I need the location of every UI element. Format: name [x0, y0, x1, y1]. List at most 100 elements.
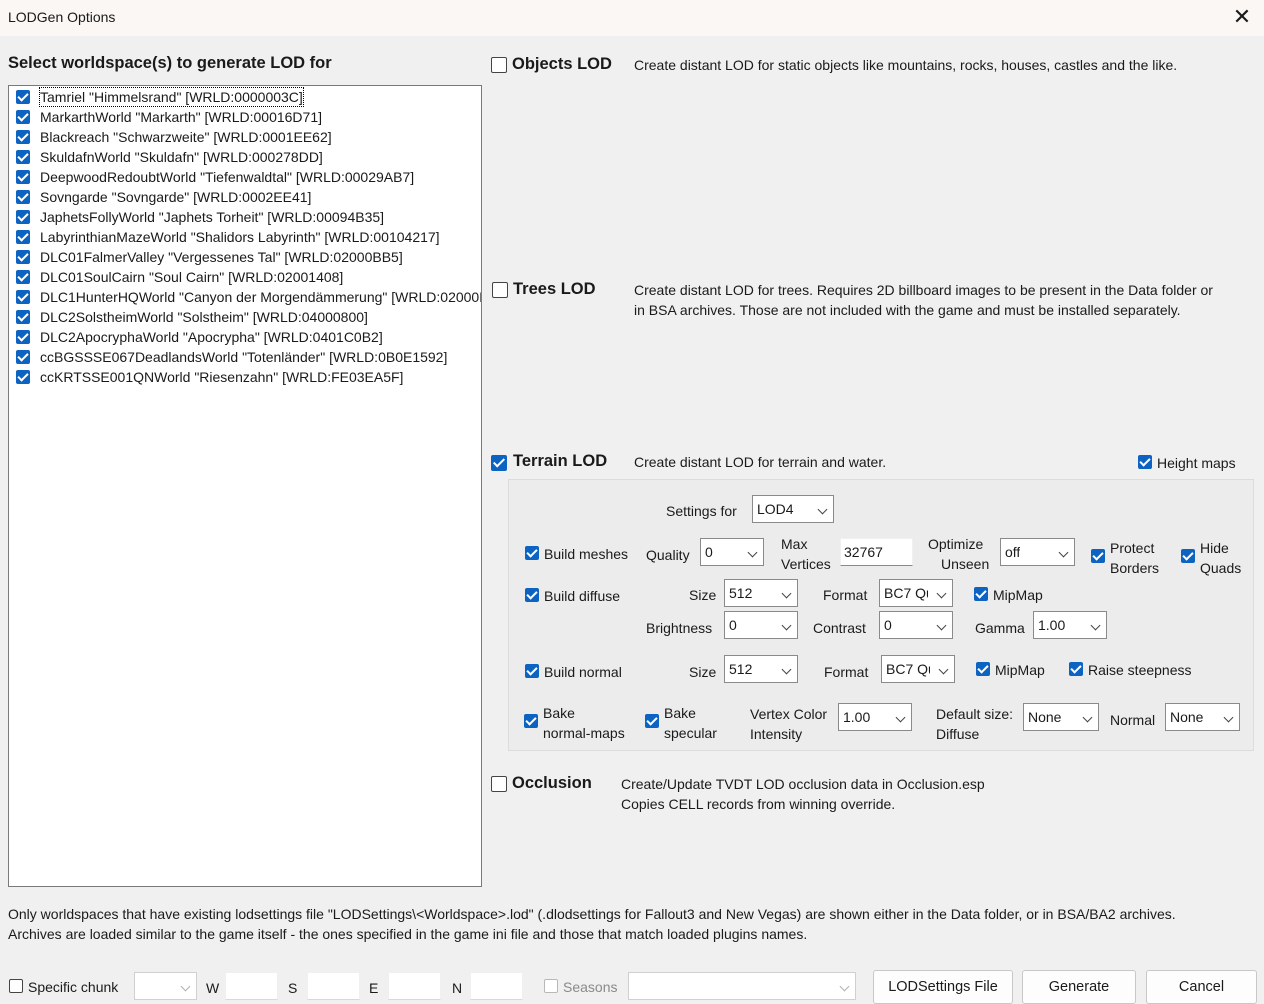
- worldspace-item[interactable]: ccKRTSSE001QNWorld "Riesenzahn" [WRLD:FE…: [9, 367, 481, 387]
- worldspace-checkbox[interactable]: [16, 190, 30, 204]
- worldspace-checkbox[interactable]: [16, 250, 30, 264]
- worldspace-checkbox[interactable]: [16, 90, 30, 104]
- build-meshes-checkbox[interactable]: [525, 546, 539, 560]
- bake-specular-label-1[interactable]: Bake: [664, 705, 696, 721]
- occlusion-checkbox[interactable]: [491, 776, 507, 792]
- normal-format-select[interactable]: BC7 Quality: [881, 655, 955, 683]
- default-size-diffuse-select[interactable]: None: [1023, 703, 1099, 731]
- worldspace-checkbox[interactable]: [16, 170, 30, 184]
- diffuse-format-select[interactable]: BC7 Quality: [879, 579, 953, 607]
- worldspace-checkbox[interactable]: [16, 110, 30, 124]
- w-label: W: [206, 980, 220, 996]
- optimize-unseen-select[interactable]: off: [1000, 538, 1075, 566]
- chunk-size-select[interactable]: [134, 972, 197, 1000]
- worldspace-item[interactable]: LabyrinthianMazeWorld "Shalidors Labyrin…: [9, 227, 481, 247]
- bake-specular-label-2[interactable]: specular: [664, 725, 717, 741]
- normal-mipmap-label[interactable]: MipMap: [995, 662, 1045, 678]
- worldspace-checkbox[interactable]: [16, 350, 30, 364]
- cancel-button[interactable]: Cancel: [1146, 970, 1257, 1004]
- worldspace-item[interactable]: SkuldafnWorld "Skuldafn" [WRLD:000278DD]: [9, 147, 481, 167]
- bake-normal-maps-label-2[interactable]: normal-maps: [543, 725, 625, 741]
- worldspace-item[interactable]: Blackreach "Schwarzweite" [WRLD:0001EE62…: [9, 127, 481, 147]
- worldspace-item[interactable]: DLC01SoulCairn "Soul Cairn" [WRLD:020014…: [9, 267, 481, 287]
- worldspace-checkbox[interactable]: [16, 210, 30, 224]
- bake-normal-maps-checkbox[interactable]: [524, 714, 538, 728]
- brightness-select[interactable]: 0: [724, 611, 798, 639]
- contrast-select[interactable]: 0: [879, 611, 953, 639]
- worldspace-checkbox[interactable]: [16, 330, 30, 344]
- default-size-normal-value: None: [1170, 709, 1204, 725]
- w-input[interactable]: [225, 972, 278, 1000]
- bake-normal-maps-label-1[interactable]: Bake: [543, 705, 575, 721]
- seasons-checkbox[interactable]: [544, 979, 558, 993]
- raise-steepness-checkbox[interactable]: [1069, 662, 1083, 676]
- protect-borders-checkbox[interactable]: [1091, 549, 1105, 563]
- worldspace-checkbox[interactable]: [16, 150, 30, 164]
- chevron-down-icon: [1223, 712, 1234, 723]
- worldspace-label: Blackreach "Schwarzweite" [WRLD:0001EE62…: [40, 129, 332, 145]
- diffuse-mipmap-checkbox[interactable]: [974, 587, 988, 601]
- terrain-lod-checkbox[interactable]: [491, 455, 507, 471]
- build-normal-label[interactable]: Build normal: [544, 664, 622, 680]
- lodsettings-file-button[interactable]: LODSettings File: [873, 970, 1013, 1004]
- s-input[interactable]: [307, 972, 360, 1000]
- hide-quads-label-2[interactable]: Quads: [1200, 560, 1242, 576]
- settings-for-value: LOD4: [757, 501, 794, 517]
- build-meshes-label[interactable]: Build meshes: [544, 546, 629, 562]
- settings-for-select[interactable]: LOD4: [752, 495, 834, 523]
- worldspace-item[interactable]: MarkarthWorld "Markarth" [WRLD:00016D71]: [9, 107, 481, 127]
- worldspace-item[interactable]: Sovngarde "Sovngarde" [WRLD:0002EE41]: [9, 187, 481, 207]
- height-maps-label[interactable]: Height maps: [1157, 455, 1236, 471]
- n-input[interactable]: [470, 972, 523, 1000]
- hide-quads-label-1[interactable]: Hide: [1200, 540, 1229, 556]
- worldspace-checkbox[interactable]: [16, 290, 30, 304]
- worldspace-item[interactable]: Tamriel "Himmelsrand" [WRLD:0000003C]: [9, 87, 481, 107]
- max-vertices-input[interactable]: 32767: [840, 538, 913, 566]
- seasons-label[interactable]: Seasons: [563, 979, 618, 995]
- build-diffuse-checkbox[interactable]: [525, 588, 539, 602]
- trees-lod-label[interactable]: Trees LOD: [513, 280, 596, 298]
- worldspace-checkbox[interactable]: [16, 230, 30, 244]
- seasons-select[interactable]: [628, 972, 856, 1000]
- quality-select[interactable]: 0: [700, 538, 764, 566]
- worldspace-item[interactable]: DLC01FalmerValley "Vergessenes Tal" [WRL…: [9, 247, 481, 267]
- gamma-select[interactable]: 1.00: [1033, 611, 1107, 639]
- build-diffuse-label[interactable]: Build diffuse: [544, 588, 621, 604]
- vertex-color-intensity-select[interactable]: 1.00: [838, 703, 912, 731]
- normal-mipmap-checkbox[interactable]: [976, 662, 990, 676]
- worldspace-item[interactable]: DLC1HunterHQWorld "Canyon der Morgendämm…: [9, 287, 481, 307]
- specific-chunk-label[interactable]: Specific chunk: [28, 979, 119, 995]
- objects-lod-label[interactable]: Objects LOD: [512, 55, 612, 73]
- height-maps-checkbox[interactable]: [1138, 455, 1152, 469]
- bake-specular-checkbox[interactable]: [645, 714, 659, 728]
- worldspace-item[interactable]: JaphetsFollyWorld "Japhets Torheit" [WRL…: [9, 207, 481, 227]
- worldspace-item[interactable]: DLC2SolstheimWorld "Solstheim" [WRLD:040…: [9, 307, 481, 327]
- diffuse-size-select[interactable]: 512: [724, 579, 798, 607]
- diffuse-mipmap-label[interactable]: MipMap: [993, 587, 1043, 603]
- worldspace-label: Sovngarde "Sovngarde" [WRLD:0002EE41]: [40, 189, 312, 205]
- worldspace-list[interactable]: Tamriel "Himmelsrand" [WRLD:0000003C] Mar…: [8, 85, 482, 887]
- default-size-normal-select[interactable]: None: [1165, 703, 1240, 731]
- worldspace-checkbox[interactable]: [16, 130, 30, 144]
- generate-button[interactable]: Generate: [1022, 970, 1136, 1004]
- objects-lod-checkbox[interactable]: [491, 57, 507, 73]
- worldspace-item[interactable]: DeepwoodRedoubtWorld "Tiefenwaldtal" [WR…: [9, 167, 481, 187]
- terrain-lod-label[interactable]: Terrain LOD: [513, 452, 608, 470]
- worldspace-item[interactable]: DLC2ApocryphaWorld "Apocrypha" [WRLD:040…: [9, 327, 481, 347]
- raise-steepness-label[interactable]: Raise steepness: [1088, 662, 1192, 678]
- specific-chunk-checkbox[interactable]: [9, 979, 23, 993]
- protect-borders-label-1[interactable]: Protect: [1110, 540, 1155, 556]
- worldspace-item[interactable]: ccBGSSSE067DeadlandsWorld "Totenländer" …: [9, 347, 481, 367]
- hide-quads-checkbox[interactable]: [1181, 549, 1195, 563]
- occlusion-label[interactable]: Occlusion: [512, 774, 592, 792]
- worldspace-checkbox[interactable]: [16, 270, 30, 284]
- normal-size-select[interactable]: 512: [724, 655, 798, 683]
- close-icon[interactable]: ✕: [1232, 4, 1252, 29]
- build-normal-checkbox[interactable]: [525, 664, 539, 678]
- n-label: N: [452, 980, 463, 996]
- worldspace-checkbox[interactable]: [16, 310, 30, 324]
- protect-borders-label-2[interactable]: Borders: [1110, 560, 1160, 576]
- worldspace-checkbox[interactable]: [16, 370, 30, 384]
- trees-lod-checkbox[interactable]: [492, 282, 508, 298]
- e-input[interactable]: [388, 972, 441, 1000]
